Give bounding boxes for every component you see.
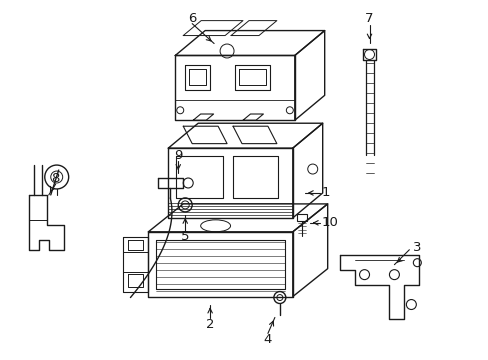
Circle shape xyxy=(176,107,183,114)
Bar xyxy=(296,214,306,221)
Circle shape xyxy=(183,178,193,188)
Text: 2: 2 xyxy=(205,318,214,331)
Circle shape xyxy=(220,44,234,58)
Text: 10: 10 xyxy=(321,216,338,229)
Circle shape xyxy=(45,165,68,189)
Circle shape xyxy=(359,270,369,280)
Ellipse shape xyxy=(200,220,230,232)
Circle shape xyxy=(181,201,189,209)
Text: 6: 6 xyxy=(187,12,196,25)
Circle shape xyxy=(412,259,421,267)
Circle shape xyxy=(307,164,317,174)
Circle shape xyxy=(406,300,415,310)
Text: 5: 5 xyxy=(181,230,189,243)
Circle shape xyxy=(178,198,192,212)
Circle shape xyxy=(364,50,374,59)
Text: 8: 8 xyxy=(51,171,60,185)
Circle shape xyxy=(273,292,285,303)
Text: 4: 4 xyxy=(263,333,271,346)
Text: 9: 9 xyxy=(174,149,182,162)
Circle shape xyxy=(276,294,282,301)
Circle shape xyxy=(286,107,293,114)
Text: 7: 7 xyxy=(365,12,373,25)
Circle shape xyxy=(388,270,399,280)
Text: 1: 1 xyxy=(321,186,329,199)
Text: 3: 3 xyxy=(412,241,421,254)
Circle shape xyxy=(51,171,62,183)
